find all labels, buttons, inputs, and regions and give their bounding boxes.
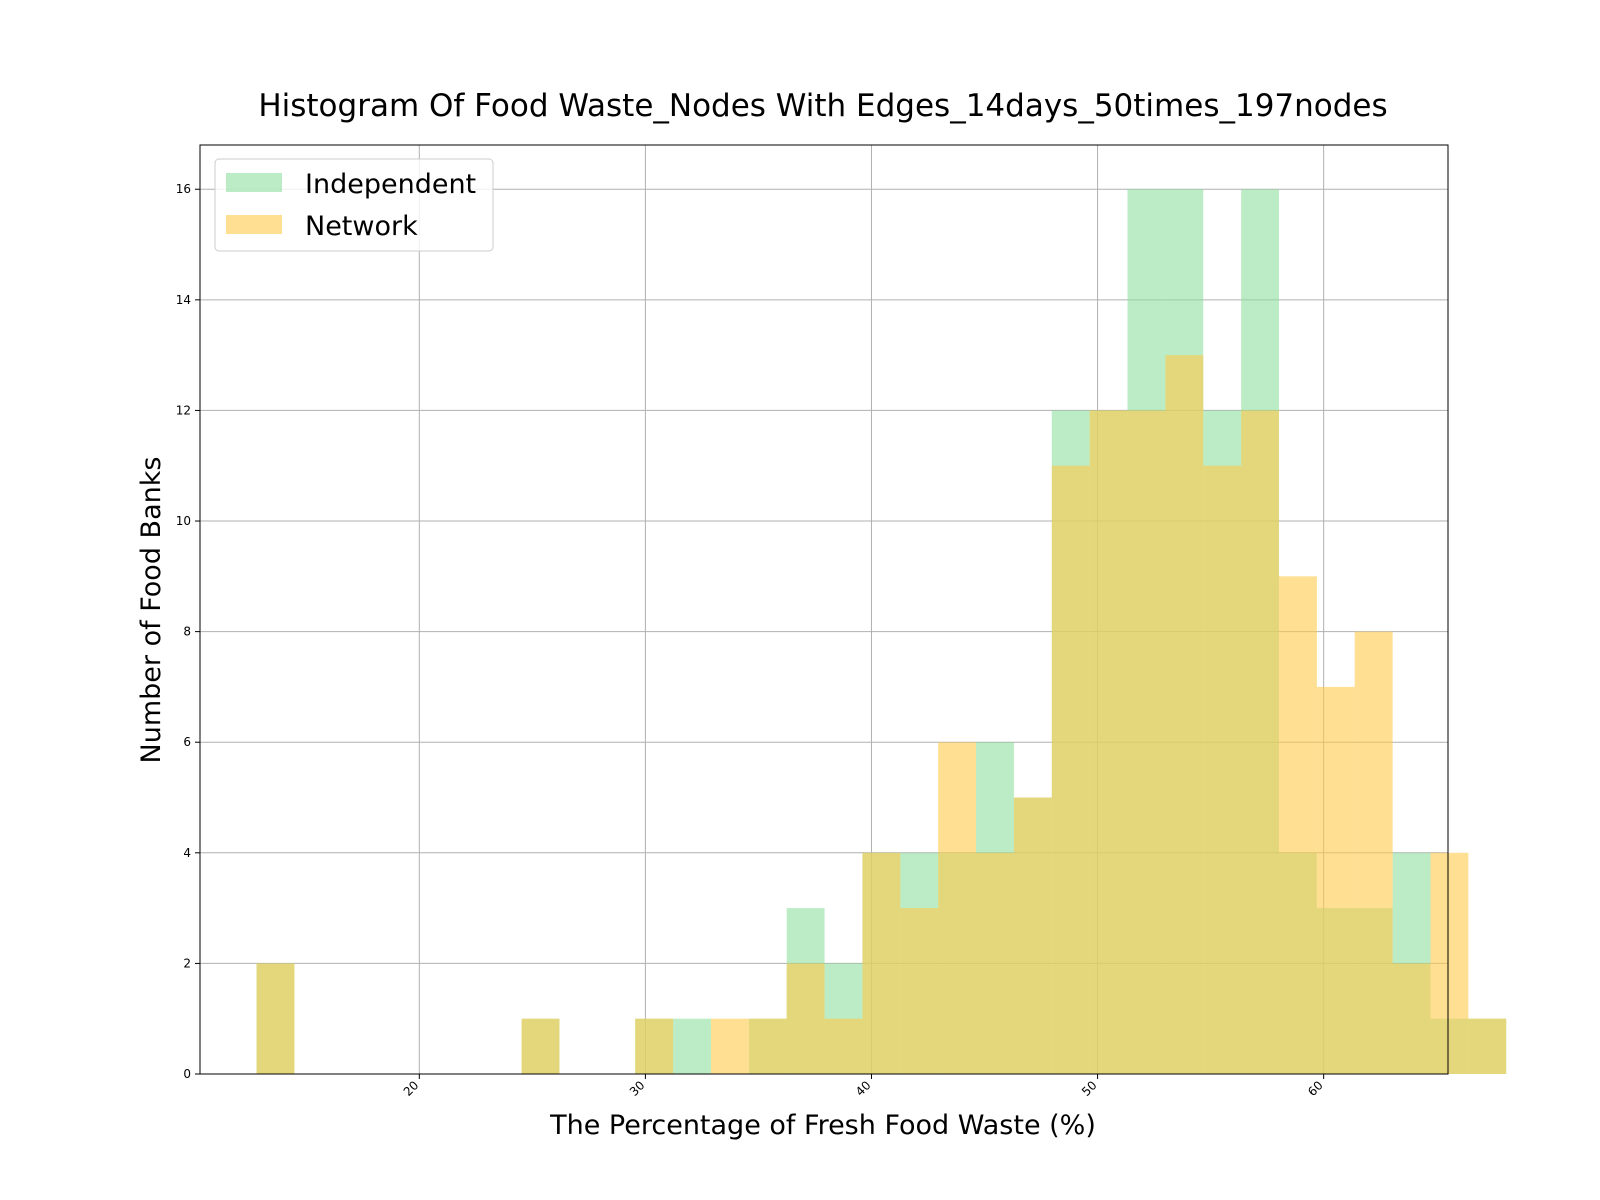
bar-network (1165, 355, 1204, 1074)
bar-network (976, 852, 1014, 1074)
bar-network (1279, 576, 1317, 1074)
bar-network (900, 908, 939, 1074)
bar-network (938, 742, 977, 1074)
y-tick-label: 14 (176, 293, 191, 307)
x-axis-label: The Percentage of Fresh Food Waste (%) (549, 1110, 1096, 1141)
bar-network (1127, 410, 1166, 1074)
x-tick-label: 30 (627, 1078, 648, 1099)
bar-network (521, 1018, 560, 1074)
y-tick-label: 4 (183, 846, 191, 860)
y-tick-label: 16 (176, 182, 191, 196)
bar-network (1051, 465, 1090, 1074)
y-axis-label: Number of Food Banks (136, 457, 167, 764)
legend-label-network: Network (305, 211, 418, 242)
y-tick-label: 10 (176, 514, 191, 528)
x-tick-label: 50 (1079, 1078, 1100, 1099)
chart-title: Histogram Of Food Waste_Nodes With Edges… (258, 88, 1387, 124)
y-tick-label: 12 (176, 403, 191, 417)
legend-box (214, 158, 494, 252)
bar-network (1468, 1018, 1507, 1074)
y-tick-label: 2 (183, 956, 191, 970)
x-tick-label: 60 (1305, 1078, 1326, 1099)
x-tick-label: 20 (401, 1078, 422, 1099)
bar-network (1316, 686, 1355, 1074)
bar-independent (673, 1018, 711, 1074)
histogram-bars (256, 189, 1507, 1074)
bar-network (786, 963, 825, 1074)
legend-swatch-network (226, 215, 282, 234)
bar-network (1089, 410, 1128, 1074)
bar-network (1203, 465, 1242, 1074)
bar-network (824, 1018, 863, 1074)
bar-network (1241, 410, 1279, 1074)
bar-network (635, 1018, 674, 1074)
y-tick-label: 0 (183, 1067, 191, 1081)
bar-network (1430, 852, 1469, 1074)
bar-network (748, 1018, 787, 1074)
plot-frame (199, 144, 1449, 1075)
bar-network (1013, 797, 1052, 1074)
legend-label-independent: Independent (305, 169, 476, 200)
bar-network (1392, 963, 1431, 1074)
y-tick-label: 6 (183, 735, 191, 749)
y-tick-label: 8 (183, 625, 191, 639)
x-tick-label: 40 (853, 1078, 874, 1099)
legend: Independent Network (214, 158, 494, 252)
legend-swatch-independent (226, 173, 282, 192)
bar-network (862, 852, 901, 1074)
bar-network (710, 1018, 749, 1074)
bar-network (256, 963, 295, 1074)
bar-network (1354, 631, 1393, 1074)
